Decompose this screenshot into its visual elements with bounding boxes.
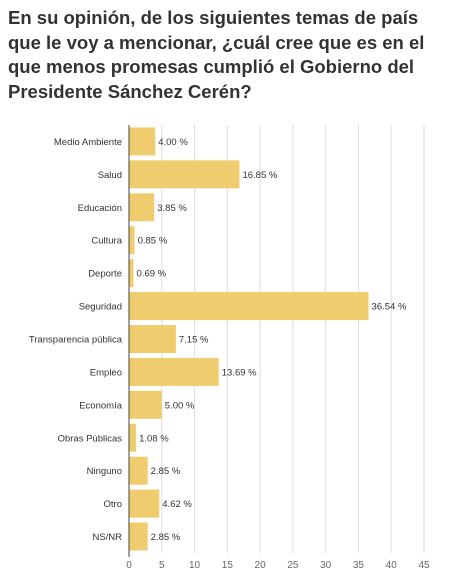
value-label: 4.62 % bbox=[162, 499, 192, 510]
category-label: Deporte bbox=[88, 269, 122, 280]
x-tick-label: 35 bbox=[353, 560, 365, 571]
bar bbox=[129, 259, 134, 288]
bar bbox=[129, 193, 155, 222]
category-label: Salud bbox=[98, 170, 122, 181]
category-label: Seguridad bbox=[79, 302, 122, 313]
category-label: Medio Ambiente bbox=[54, 137, 122, 148]
bar bbox=[129, 423, 137, 452]
bar bbox=[129, 160, 240, 189]
axes: 0 5 10 15 20 25 30 35 40 45 bbox=[126, 125, 430, 571]
x-tick-label: 45 bbox=[418, 560, 430, 571]
value-label: 7.15 % bbox=[179, 335, 209, 346]
category-label: Economía bbox=[79, 400, 122, 411]
labels: Medio Ambiente 4.00 % Salud 16.85 % Educació… bbox=[29, 137, 407, 543]
bar bbox=[129, 489, 160, 518]
bar bbox=[129, 390, 162, 419]
value-label: 3.85 % bbox=[157, 203, 187, 214]
x-tick-label: 5 bbox=[159, 560, 165, 571]
bar bbox=[129, 127, 156, 156]
x-tick-label: 30 bbox=[320, 560, 332, 571]
bar bbox=[129, 357, 219, 386]
value-label: 0.85 % bbox=[138, 236, 168, 247]
bars bbox=[129, 127, 369, 551]
category-label: Otro bbox=[104, 499, 122, 510]
x-tick-label: 20 bbox=[255, 560, 267, 571]
value-label: 2.85 % bbox=[151, 532, 181, 543]
category-label: NS/NR bbox=[92, 532, 122, 543]
x-tick-label: 0 bbox=[126, 560, 132, 571]
x-tick-label: 15 bbox=[222, 560, 234, 571]
bar bbox=[129, 456, 148, 485]
x-tick-label: 10 bbox=[189, 560, 201, 571]
bar bbox=[129, 226, 135, 255]
value-label: 1.08 % bbox=[139, 433, 169, 444]
value-label: 13.69 % bbox=[222, 367, 257, 378]
x-tick-label: 25 bbox=[287, 560, 299, 571]
bar bbox=[129, 325, 176, 353]
bar bbox=[129, 522, 148, 551]
value-label: 5.00 % bbox=[165, 400, 195, 411]
value-label: 4.00 % bbox=[158, 137, 188, 148]
value-label: 2.85 % bbox=[151, 466, 181, 477]
x-tick-label: 40 bbox=[386, 560, 398, 571]
bar bbox=[129, 292, 369, 321]
value-label: 36.54 % bbox=[372, 302, 407, 313]
value-label: 0.69 % bbox=[137, 269, 167, 280]
gridlines bbox=[161, 125, 425, 553]
chart-title: En su opinión, de los siguientes temas d… bbox=[8, 7, 425, 102]
category-label: Empleo bbox=[90, 367, 122, 378]
category-label: Cultura bbox=[91, 236, 122, 247]
category-label: Transparencia pública bbox=[29, 335, 123, 346]
category-label: Obras Públicas bbox=[58, 433, 123, 444]
value-label: 16.85 % bbox=[242, 170, 277, 181]
category-label: Ninguno bbox=[87, 466, 122, 477]
category-label: Educación bbox=[78, 203, 122, 214]
